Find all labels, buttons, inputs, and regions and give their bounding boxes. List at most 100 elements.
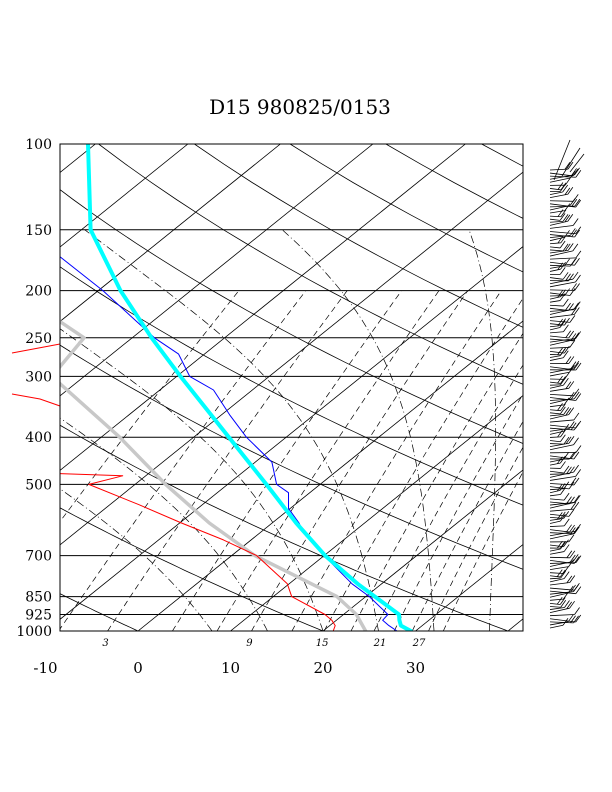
isotherm bbox=[230, 394, 523, 631]
wind-barb-feather bbox=[574, 301, 581, 309]
wind-barb bbox=[549, 556, 570, 559]
wind-barb-feather bbox=[570, 502, 577, 510]
wind-barb bbox=[549, 614, 575, 617]
wind-barb bbox=[549, 475, 576, 481]
wind-barb bbox=[549, 578, 565, 583]
wind-barb bbox=[549, 281, 576, 288]
wind-barb bbox=[549, 419, 574, 423]
wind-barb-feather bbox=[560, 318, 566, 326]
wind-barb-feather bbox=[556, 512, 563, 520]
wind-barb bbox=[549, 532, 575, 535]
dry-adiabat bbox=[60, 266, 523, 506]
wind-barb-feather bbox=[570, 361, 577, 369]
wind-barb-feather bbox=[567, 585, 574, 594]
wind-barb bbox=[549, 508, 574, 512]
wind-barb-feather bbox=[560, 406, 566, 415]
wind-barb bbox=[549, 398, 570, 405]
wind-barb bbox=[549, 235, 571, 239]
wind-barb bbox=[549, 440, 561, 443]
wind-barb bbox=[549, 357, 564, 361]
moist-adiabat bbox=[60, 328, 324, 631]
wind-barb-feather bbox=[559, 293, 566, 301]
wind-barb-feather bbox=[567, 243, 574, 251]
wind-barb-feather bbox=[559, 320, 566, 328]
wind-barb-feather bbox=[567, 614, 574, 622]
wind-barb bbox=[549, 265, 565, 269]
wind-barb bbox=[549, 398, 575, 401]
wind-barb bbox=[549, 490, 561, 494]
wind-barb-feather bbox=[563, 518, 570, 527]
wind-barb-feather bbox=[563, 539, 569, 548]
wind-barb bbox=[549, 220, 568, 226]
wind-barb-feather bbox=[564, 214, 571, 223]
wind-barb-feather bbox=[573, 451, 580, 460]
wind-barb-feather bbox=[562, 243, 569, 252]
wind-barb bbox=[549, 193, 568, 199]
wind-barb-feather bbox=[568, 391, 575, 400]
wind-barb-feather bbox=[571, 229, 577, 237]
wind-barb-feather bbox=[559, 184, 566, 192]
wind-barb-feather bbox=[560, 261, 566, 270]
wind-barb bbox=[549, 577, 561, 580]
wind-barb-feather bbox=[560, 289, 566, 298]
wind-barb bbox=[549, 367, 574, 374]
sounding-trace bbox=[60, 256, 398, 631]
wind-barb bbox=[549, 278, 574, 285]
wind-barb-feather bbox=[557, 318, 564, 327]
wind-barb-feather bbox=[572, 243, 579, 252]
wind-barb-feather bbox=[564, 162, 571, 170]
wind-barb bbox=[549, 387, 569, 392]
wind-barb bbox=[549, 218, 561, 221]
wind-barb bbox=[549, 427, 575, 431]
wind-barb-feather bbox=[566, 575, 573, 584]
wind-barb bbox=[549, 234, 575, 238]
wind-barb-feather bbox=[557, 235, 564, 244]
wind-barb bbox=[549, 428, 570, 432]
dry-adiabat bbox=[60, 344, 523, 570]
mixing-ratio-line bbox=[60, 290, 240, 523]
wind-barb-feather bbox=[565, 302, 571, 311]
wind-barb bbox=[549, 381, 561, 384]
wind-barb-feather bbox=[564, 258, 570, 267]
wind-barb-feather bbox=[575, 393, 582, 401]
wind-barb-feather bbox=[570, 391, 577, 400]
mixing-ratio-label: 27 bbox=[412, 638, 426, 649]
wind-barbs bbox=[549, 139, 585, 629]
wind-barb-feather bbox=[562, 618, 569, 626]
wind-barb-feather bbox=[569, 524, 575, 533]
wind-barb bbox=[549, 246, 561, 249]
pressure-tick-label: 500 bbox=[25, 477, 52, 493]
wind-barb-feather bbox=[568, 303, 574, 311]
wind-barb-feather bbox=[568, 481, 575, 490]
wind-barb-feather bbox=[564, 600, 570, 608]
wind-barb bbox=[549, 205, 575, 208]
wind-barb-feather bbox=[575, 199, 582, 208]
wind-barb-feather bbox=[572, 218, 579, 226]
wind-barb-feather bbox=[567, 213, 574, 222]
mixing-ratio-line bbox=[172, 290, 402, 631]
wind-barb-feather bbox=[573, 584, 579, 592]
wind-barb bbox=[549, 304, 564, 307]
wind-barb bbox=[549, 471, 574, 478]
wind-barb-feather bbox=[563, 492, 570, 501]
wind-barb-feather bbox=[563, 407, 570, 415]
wind-barb-feather bbox=[565, 408, 572, 416]
wind-barb-feather bbox=[568, 534, 575, 542]
wind-barb-feather bbox=[557, 347, 563, 355]
wind-barb-feather bbox=[563, 544, 570, 552]
mixing-ratio-line bbox=[216, 290, 440, 631]
mixing-ratio-line bbox=[428, 446, 523, 631]
isotherm bbox=[60, 171, 523, 546]
wind-barb-feather bbox=[563, 324, 569, 332]
wind-barb bbox=[549, 366, 574, 371]
wind-barb bbox=[549, 346, 570, 349]
wind-barb bbox=[549, 300, 561, 303]
isotherm bbox=[415, 543, 523, 631]
wind-barb-feather bbox=[563, 465, 570, 474]
wind-barb bbox=[549, 443, 564, 445]
wind-barb-feather bbox=[573, 477, 580, 486]
wind-barb bbox=[549, 561, 574, 567]
wind-barb-feather bbox=[569, 451, 575, 460]
wind-barb-feather bbox=[574, 607, 580, 615]
